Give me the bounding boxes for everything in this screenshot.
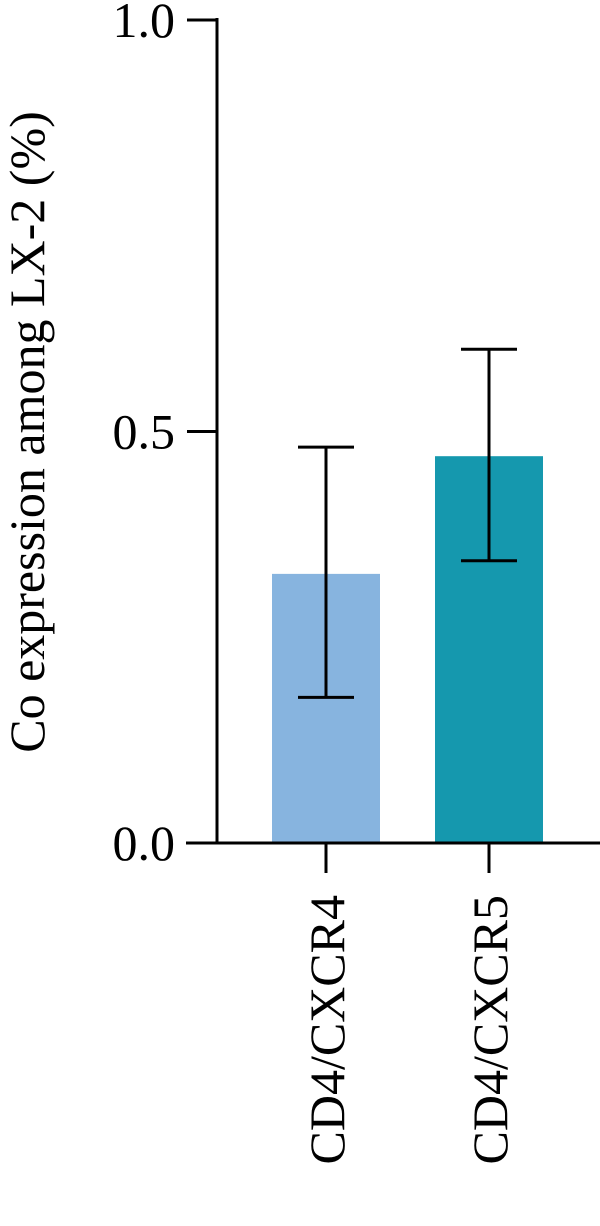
y-tick-label: 1.0 <box>113 0 176 48</box>
x-tick-label: CD4/CXCR5 <box>462 895 518 1165</box>
y-tick-label: 0.0 <box>113 815 176 871</box>
bars-group <box>272 456 543 843</box>
error-bars-group <box>298 347 517 699</box>
x-tick-label: CD4/CXCR4 <box>299 895 355 1165</box>
x-axis-categories: CD4/CXCR4 CD4/CXCR5 <box>299 843 518 1165</box>
y-axis-ticks: 0.0 0.5 1.0 <box>113 0 217 871</box>
y-axis-label: Co expression among LX-2 (%) <box>0 111 55 753</box>
y-tick-label: 0.5 <box>113 404 176 460</box>
